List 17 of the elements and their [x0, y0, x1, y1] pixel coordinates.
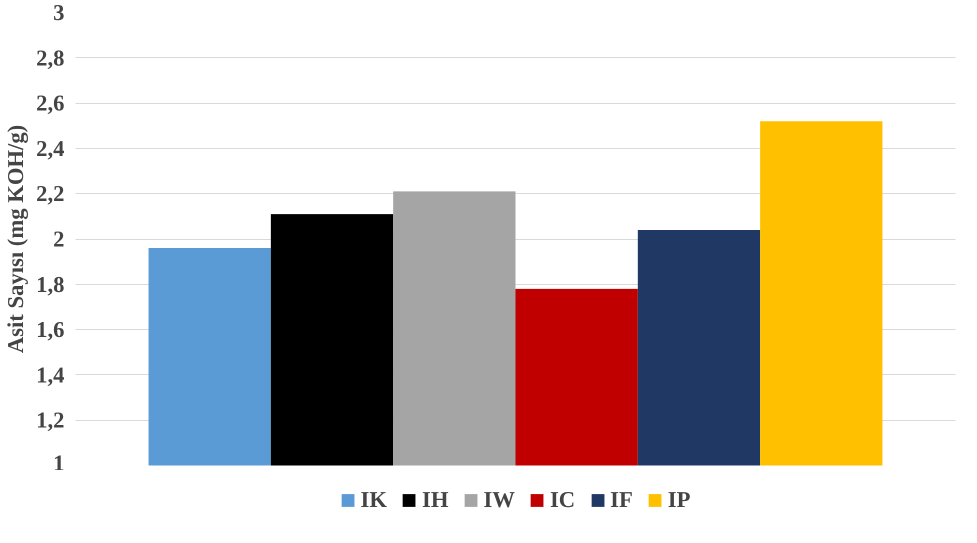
y-tick-label: 2,4	[36, 136, 65, 161]
y-tick-label: 2,6	[36, 90, 65, 116]
legend-label: IF	[610, 487, 633, 513]
y-tick-label: 1,2	[36, 408, 65, 433]
legend-label: IP	[668, 487, 690, 513]
y-tick-label: 1,6	[36, 317, 65, 342]
y-tick-label: 1,4	[36, 362, 65, 388]
y-tick-label: 2	[53, 226, 64, 252]
y-tick-label: 1,8	[36, 272, 65, 297]
legend-label: IW	[483, 487, 515, 513]
y-tick-label: 2,2	[36, 181, 65, 206]
y-axis-title: Asit Sayısı (mg KOH/g)	[3, 124, 28, 354]
y-tick-label: 2,8	[36, 45, 65, 70]
y-tick-label: 3	[53, 0, 64, 25]
legend-label: IK	[360, 487, 388, 513]
legend-label: IH	[422, 487, 448, 513]
legend-label: IC	[550, 487, 576, 513]
